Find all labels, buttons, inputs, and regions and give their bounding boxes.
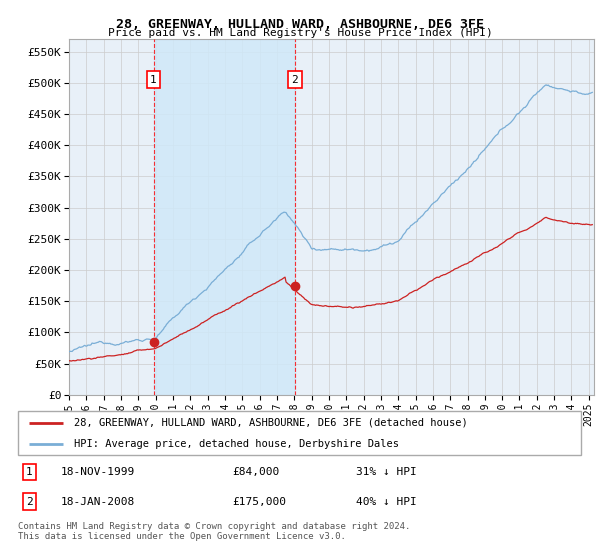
Text: Price paid vs. HM Land Registry's House Price Index (HPI): Price paid vs. HM Land Registry's House … — [107, 28, 493, 38]
Text: 2: 2 — [26, 497, 32, 507]
Text: £84,000: £84,000 — [232, 467, 280, 477]
Text: 1: 1 — [26, 467, 32, 477]
Text: Contains HM Land Registry data © Crown copyright and database right 2024.
This d: Contains HM Land Registry data © Crown c… — [18, 522, 410, 542]
Text: HPI: Average price, detached house, Derbyshire Dales: HPI: Average price, detached house, Derb… — [74, 439, 400, 449]
Bar — [154, 39, 295, 395]
Text: £175,000: £175,000 — [232, 497, 286, 507]
FancyBboxPatch shape — [18, 412, 581, 455]
Text: 1: 1 — [150, 74, 157, 85]
Text: 18-NOV-1999: 18-NOV-1999 — [60, 467, 134, 477]
Text: 40% ↓ HPI: 40% ↓ HPI — [356, 497, 417, 507]
Text: 18-JAN-2008: 18-JAN-2008 — [60, 497, 134, 507]
Text: 28, GREENWAY, HULLAND WARD, ASHBOURNE, DE6 3FE (detached house): 28, GREENWAY, HULLAND WARD, ASHBOURNE, D… — [74, 418, 468, 428]
Text: 31% ↓ HPI: 31% ↓ HPI — [356, 467, 417, 477]
Text: 28, GREENWAY, HULLAND WARD, ASHBOURNE, DE6 3FE: 28, GREENWAY, HULLAND WARD, ASHBOURNE, D… — [116, 18, 484, 31]
Text: 2: 2 — [292, 74, 298, 85]
